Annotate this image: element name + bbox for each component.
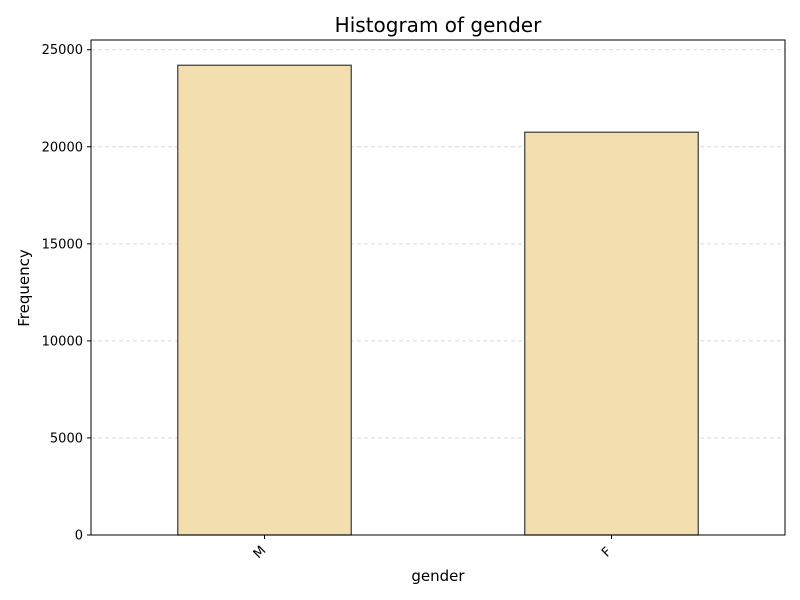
bar-m	[177, 64, 352, 536]
x-axis-label: gender	[411, 567, 465, 585]
y-axis-label: Frequency	[15, 249, 33, 327]
bar-f	[524, 131, 699, 536]
y-axis-ticks: 0 5000 10000 15000 20000 25000	[42, 43, 91, 544]
y-tick-label: 5000	[50, 431, 83, 446]
x-tick-label: M	[251, 543, 270, 562]
bars	[177, 64, 699, 536]
x-tick-label: F	[599, 545, 615, 561]
y-tick-label: 20000	[42, 140, 83, 155]
y-tick-label: 15000	[42, 237, 83, 252]
chart-title: Histogram of gender	[335, 13, 542, 37]
plot-frame	[90, 39, 786, 536]
y-tick-label: 0	[75, 529, 83, 544]
y-tick-label: 10000	[42, 334, 83, 349]
y-tick-label: 25000	[42, 43, 83, 58]
